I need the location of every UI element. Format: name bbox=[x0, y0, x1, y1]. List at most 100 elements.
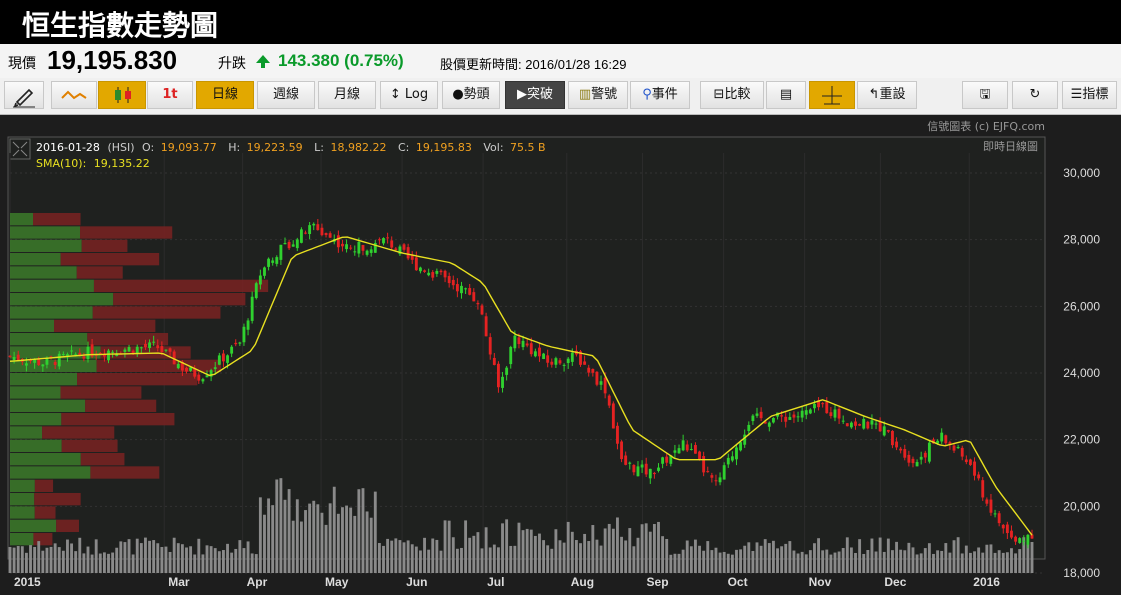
volume-bar bbox=[102, 552, 106, 573]
candle-body bbox=[234, 342, 238, 345]
candle-body bbox=[271, 260, 275, 263]
volume-bar bbox=[455, 548, 459, 573]
vp-down-bar bbox=[85, 399, 157, 412]
expand-icon[interactable] bbox=[9, 138, 31, 160]
candle-body bbox=[644, 463, 648, 475]
candle-body bbox=[845, 423, 849, 427]
volume-bar bbox=[234, 548, 238, 573]
candle-body bbox=[616, 425, 619, 444]
volume-bar bbox=[386, 538, 390, 573]
vp-up-bar bbox=[10, 253, 61, 266]
log-scale-button[interactable]: ↕ Log bbox=[380, 81, 438, 109]
candle-body bbox=[451, 279, 455, 286]
save-button[interactable]: 🖫 bbox=[962, 81, 1008, 109]
candle-body bbox=[213, 367, 217, 370]
volume-bar bbox=[517, 522, 521, 573]
volume-bar bbox=[230, 552, 234, 573]
volume-bar bbox=[1001, 552, 1005, 573]
momentum-button[interactable]: ●勢頭 bbox=[442, 81, 500, 109]
candle-body bbox=[156, 345, 160, 349]
candle-body bbox=[841, 420, 845, 422]
candle-body bbox=[246, 320, 250, 330]
volume-bar bbox=[94, 539, 98, 573]
crosshair-button[interactable] bbox=[809, 81, 855, 109]
volume-bar bbox=[689, 546, 693, 573]
volume-bar bbox=[886, 538, 890, 573]
candle-body bbox=[599, 381, 603, 385]
volume-bar bbox=[993, 552, 997, 573]
candle-body bbox=[102, 354, 106, 357]
volume-bar bbox=[570, 531, 574, 573]
candle-body bbox=[505, 367, 509, 375]
tab-weekly[interactable]: 週線 bbox=[257, 81, 315, 109]
candle-body bbox=[513, 335, 517, 349]
page-title: 恒生指數走勢圖 bbox=[22, 9, 219, 42]
candle-body bbox=[533, 351, 537, 357]
events-button[interactable]: ⚲事件 bbox=[630, 81, 690, 109]
candle-body bbox=[217, 355, 221, 365]
update-time: 股價更新時間: 2016/01/28 16:29 bbox=[440, 57, 627, 72]
candle-body bbox=[509, 346, 513, 365]
candle-body bbox=[521, 340, 525, 348]
volume-bar bbox=[730, 554, 734, 573]
candle-body bbox=[447, 276, 451, 284]
volume-bar bbox=[464, 520, 468, 573]
volume-bar bbox=[636, 537, 640, 573]
volume-bar bbox=[558, 540, 562, 573]
chart-area[interactable]: 信號圖表 (c) EJFQ.com 即時日線圖 2016-01-28 (HSI)… bbox=[0, 115, 1121, 595]
volume-bar bbox=[213, 548, 217, 573]
candle-body bbox=[718, 477, 722, 483]
candle-body bbox=[669, 455, 673, 464]
candle-body bbox=[878, 421, 882, 432]
price-chart[interactable]: 信號圖表 (c) EJFQ.com 即時日線圖 2016-01-28 (HSI)… bbox=[0, 115, 1121, 595]
line-chart-button[interactable] bbox=[51, 81, 97, 109]
tab-monthly[interactable]: 月線 bbox=[318, 81, 376, 109]
candle-body bbox=[254, 283, 258, 299]
vp-down-bar bbox=[77, 373, 198, 386]
volume-bar bbox=[152, 540, 156, 573]
candle-body bbox=[455, 284, 459, 292]
candle-body bbox=[304, 232, 307, 234]
candle-chart-button[interactable] bbox=[98, 81, 146, 109]
candle-body bbox=[997, 513, 1001, 524]
volume-bar bbox=[41, 550, 45, 573]
draw-pen-button[interactable] bbox=[4, 81, 44, 109]
volume-bar bbox=[759, 545, 763, 573]
candle-body bbox=[932, 439, 935, 444]
breakout-button[interactable]: ▶突破 bbox=[505, 81, 565, 109]
volume-bar bbox=[66, 539, 69, 573]
save-icon: 🖫 bbox=[979, 87, 991, 102]
candle-body bbox=[172, 351, 176, 365]
candle-body bbox=[673, 450, 677, 453]
compare-button[interactable]: ⊟比較 bbox=[700, 81, 764, 109]
price-change: 143.380 (0.75%) bbox=[278, 51, 404, 70]
volume-bar bbox=[312, 500, 316, 573]
alert-button[interactable]: ▥警號 bbox=[568, 81, 628, 109]
indicators-button[interactable]: ☰指標 bbox=[1062, 81, 1117, 109]
candle-body bbox=[377, 239, 381, 241]
volume-bar bbox=[131, 554, 135, 573]
candle-body bbox=[792, 414, 796, 418]
candle-body bbox=[915, 462, 919, 467]
up-arrow-icon bbox=[256, 55, 270, 68]
ohlc-bar-button[interactable]: 1t bbox=[147, 81, 193, 109]
volume-bar bbox=[513, 545, 517, 573]
volume-bar bbox=[574, 540, 578, 573]
volume-bar bbox=[361, 488, 365, 573]
volume-bar bbox=[57, 547, 61, 573]
tab-daily[interactable]: 日線 bbox=[196, 81, 254, 109]
reset-button[interactable]: ↰重設 bbox=[857, 81, 917, 109]
candle-body bbox=[283, 243, 287, 245]
export-button[interactable]: ▤ bbox=[766, 81, 806, 109]
volume-bar bbox=[907, 542, 911, 573]
volume-bar bbox=[927, 543, 931, 573]
volume-bar bbox=[858, 539, 862, 573]
candle-body bbox=[554, 358, 558, 365]
volume-bar bbox=[61, 550, 65, 573]
candle-body bbox=[546, 355, 550, 363]
volume-bar bbox=[784, 543, 788, 573]
refresh-button[interactable]: ↻ bbox=[1012, 81, 1058, 109]
candle-body bbox=[698, 451, 701, 460]
volume-bar bbox=[620, 536, 623, 573]
chart-toolbar: 1t 日線 週線 月線 ↕ Log ●勢頭 ▶突破 ▥警號 ⚲事件 ⊟比較 ▤ … bbox=[0, 78, 1121, 115]
